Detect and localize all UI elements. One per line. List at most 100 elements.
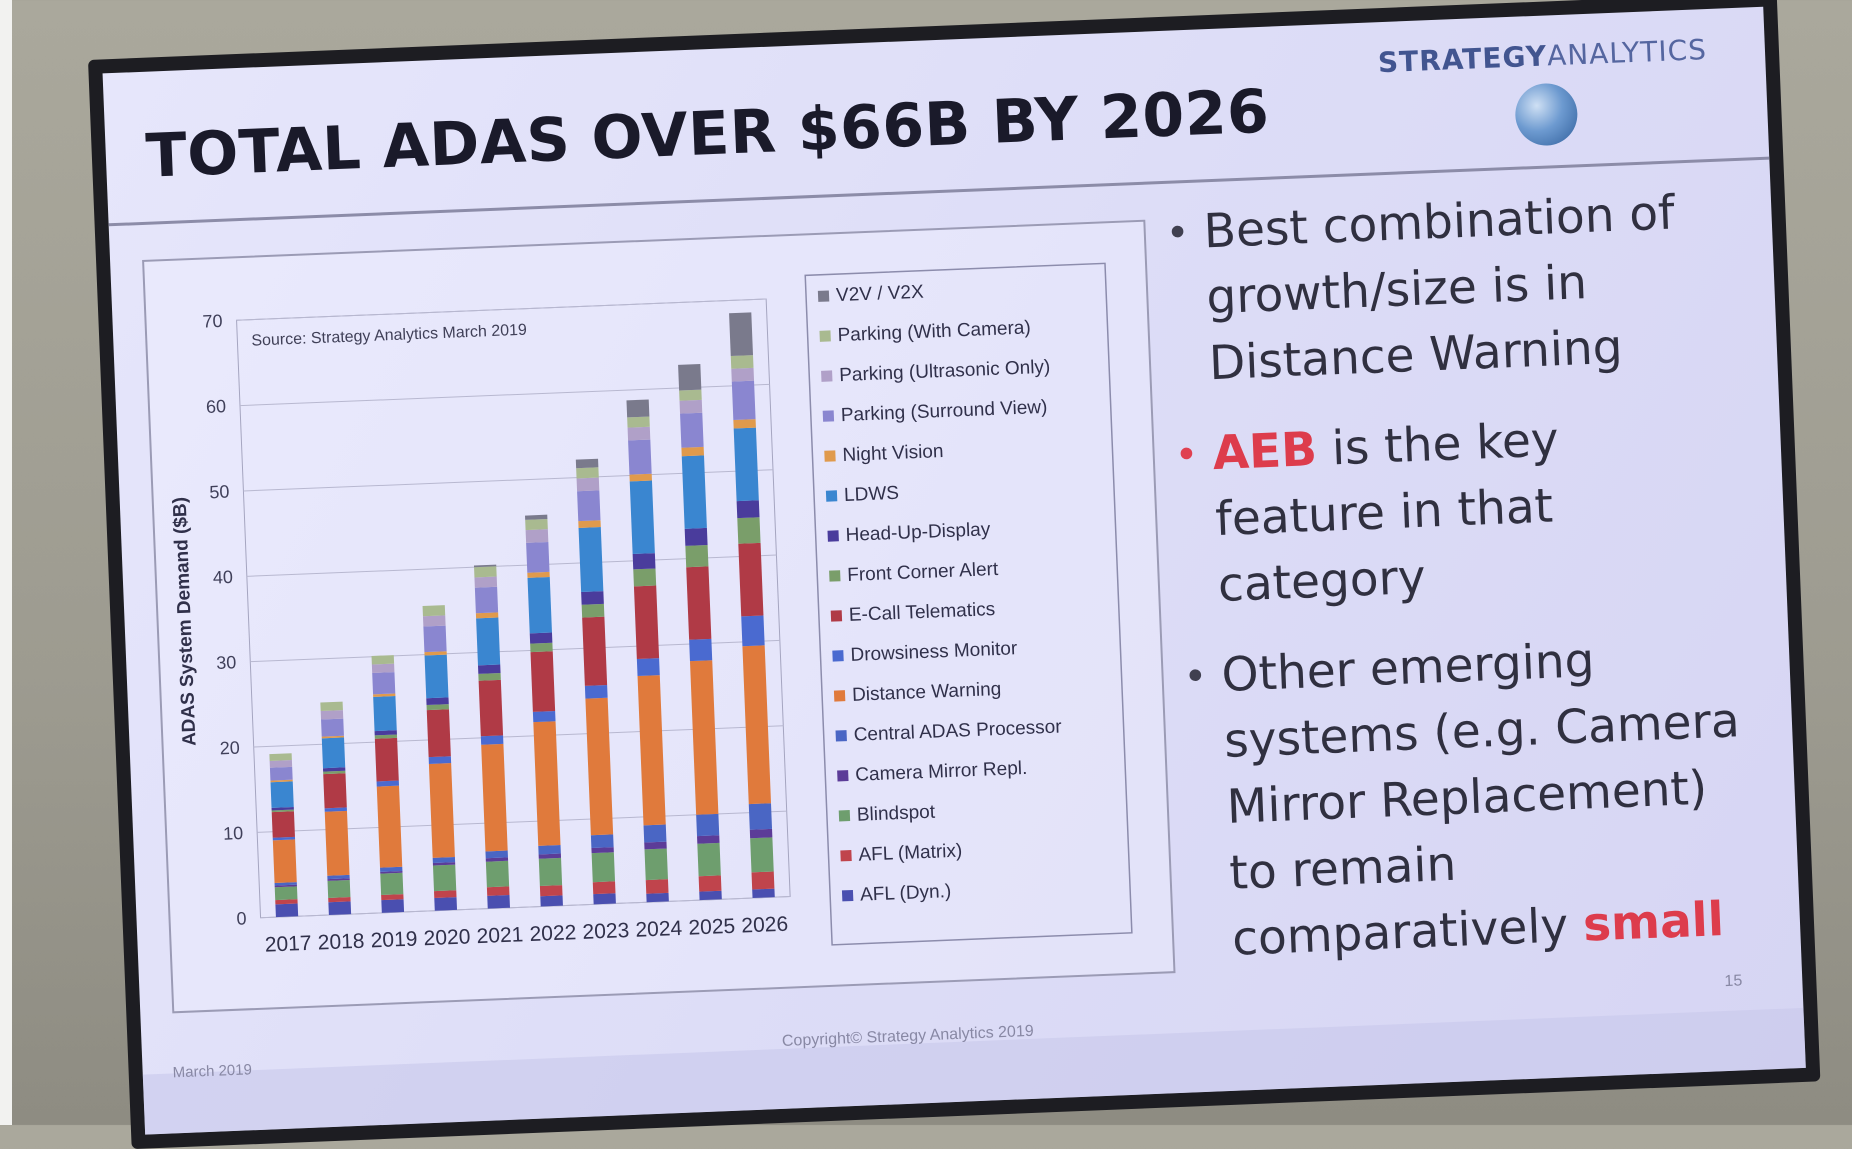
bar-segment (323, 770, 346, 775)
bar-segment (480, 735, 504, 745)
bar-segment (327, 878, 350, 881)
bar-segment (742, 645, 772, 805)
bar-segment (539, 885, 563, 897)
bar-segment (741, 615, 765, 647)
bar-segment (538, 857, 563, 887)
legend-swatch (841, 889, 854, 902)
legend-swatch (838, 810, 851, 822)
bar-segment (685, 544, 709, 568)
bar-segment (575, 458, 599, 469)
bar-segment (328, 901, 352, 916)
bar-segment (269, 760, 293, 768)
bar-segment (485, 857, 509, 862)
bar-segment (321, 735, 345, 739)
gridline (236, 298, 767, 321)
bar-segment (323, 773, 347, 809)
bar-segment (372, 672, 396, 695)
bar-segment (533, 721, 561, 846)
bullet-dot: • (1173, 431, 1200, 479)
bar-segment (576, 477, 600, 492)
bar-segment (643, 824, 667, 843)
bar-segment (527, 576, 552, 634)
legend-label: Distance Warning (852, 679, 1002, 706)
bar-segment (581, 591, 604, 605)
bar-segment (538, 853, 562, 859)
bar-segment (593, 893, 616, 905)
bar-segment (627, 426, 651, 441)
bar-segment (324, 810, 350, 876)
y-tick-label: 30 (216, 652, 237, 673)
bar-segment (432, 864, 457, 892)
bar-segment (525, 514, 548, 520)
legend-box (804, 262, 1133, 946)
legend-swatch (822, 410, 835, 422)
bar-segment (428, 756, 452, 764)
x-tick-label: 2022 (529, 921, 577, 946)
bar-segment (581, 603, 605, 618)
bar-segment (424, 651, 447, 656)
bar-segment (269, 753, 292, 761)
wall (0, 0, 12, 1125)
bar-segment (380, 866, 403, 872)
bar-segment (733, 419, 756, 429)
legend-swatch (825, 490, 838, 502)
bar-segment (628, 439, 652, 475)
legend-label: Central ADAS Processor (853, 716, 1062, 745)
legend-label: E-Call Telematics (848, 599, 995, 626)
bar-segment (731, 380, 756, 420)
bar-segment (525, 518, 548, 531)
bullet-dot: • (1182, 653, 1209, 701)
x-tick-label: 2026 (741, 913, 789, 938)
bar-segment (327, 874, 350, 880)
bar-segment (434, 897, 458, 911)
bar-segment (474, 586, 499, 614)
bar-segment (699, 890, 722, 901)
bar-segment (274, 882, 297, 886)
x-tick-label: 2023 (582, 919, 630, 944)
bar-segment (422, 615, 446, 627)
bar-segment (585, 697, 614, 836)
bar-segment (270, 781, 294, 808)
bar-segment (477, 664, 501, 674)
bar-segment (321, 737, 346, 769)
bar-segment (432, 862, 456, 866)
stacked-bar-chart: 0 10 20 30 40 50 60 70 ADAS System Demand ($B) So… (170, 262, 1133, 957)
bar-segment (527, 571, 550, 578)
display-monitor: TOTAL ADAS OVER $66B BY 2026 STRATEGYANA… (88, 0, 1821, 1149)
bar-segment (487, 894, 510, 909)
bar-segment (272, 839, 297, 884)
bar-segment (269, 766, 293, 781)
legend-swatch (833, 690, 846, 702)
bar-segment (626, 399, 650, 418)
bullet-2-highlight: AEB (1211, 422, 1319, 482)
legend-swatch (837, 770, 849, 782)
bar-segment (636, 658, 660, 677)
bar-segment (526, 541, 550, 573)
bar-segment (645, 879, 669, 894)
brand-logo-text: STRATEGYANALYTICS (1377, 33, 1707, 79)
bar-segment (374, 730, 397, 736)
bar-segment (529, 632, 553, 644)
bar-segment (271, 806, 294, 811)
bar-segment (681, 455, 707, 529)
bar-segment (646, 892, 669, 903)
bar-segment (681, 446, 704, 457)
legend-swatch (832, 650, 844, 662)
y-tick-label: 50 (209, 482, 230, 503)
bar-segment (737, 517, 761, 544)
bar-segment (632, 553, 656, 570)
bar-segment (381, 894, 404, 901)
bar-segment (320, 701, 343, 712)
bar-segment (422, 605, 446, 617)
bar-segment (729, 312, 754, 356)
bar-segment (474, 566, 497, 578)
bullet-dot: • (1164, 209, 1191, 257)
bar-segment (730, 355, 754, 369)
bar-segment (679, 389, 702, 401)
bar-segment (577, 490, 601, 522)
bar-segment (322, 767, 346, 772)
x-tick-label: 2017 (264, 932, 312, 957)
bar-segment (428, 763, 455, 858)
bullet-list: • Best combination of growth/size is in … (1159, 179, 1751, 999)
bar-segment (486, 886, 510, 896)
